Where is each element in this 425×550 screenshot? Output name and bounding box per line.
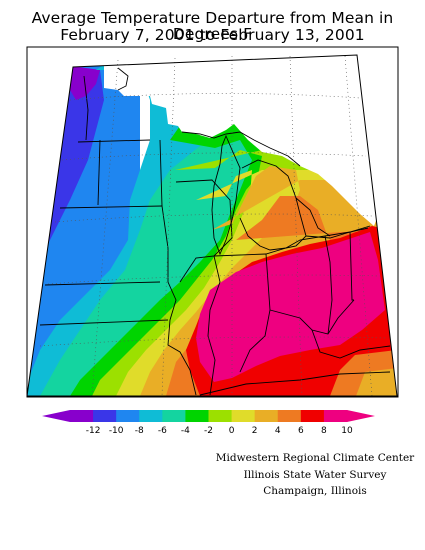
legend-tick-label: 6 (298, 426, 304, 436)
legend-swatch (139, 410, 163, 422)
credit-line-1: Midwestern Regional Climate Center (215, 452, 415, 464)
map-title-line-2: February 7, 2001 to February 13, 2001 (60, 26, 365, 44)
legend-swatch (277, 410, 302, 422)
legend-swatch (116, 410, 140, 422)
legend-swatch (162, 410, 186, 422)
zone-4-southeast (356, 368, 397, 396)
legend-swatch (70, 410, 94, 422)
legend-tick-label: 2 (252, 426, 258, 436)
legend-arrow-left (42, 410, 70, 422)
legend-swatch (254, 410, 279, 422)
boundary-lines (39, 67, 391, 396)
legend-swatch (300, 410, 325, 422)
legend-tick-label: 4 (275, 426, 281, 436)
legend-tick-label: -4 (181, 426, 190, 436)
legend-swatch (231, 410, 256, 422)
legend-arrow-right (347, 410, 375, 422)
legend-swatch (323, 410, 348, 422)
legend-tick-label: 8 (321, 426, 327, 436)
credit-line-3: Champaign, Illinois (263, 485, 367, 497)
legend-swatch (208, 410, 233, 422)
legend-tick-label: 0 (229, 426, 235, 436)
color-legend: -12 -10 -8 -6 -4 -2 0 2 4 6 8 10 (42, 410, 375, 436)
legend-tick-label: -8 (135, 426, 144, 436)
legend-tick-label: -10 (109, 426, 124, 436)
legend-tick-label: -6 (158, 426, 167, 436)
credit-line-2: Illinois State Water Survey (243, 469, 387, 481)
graticule (39, 55, 389, 397)
map-title-line-1: Average Temperature Departure from Mean … (31, 9, 394, 43)
legend-tick-label: -2 (204, 426, 213, 436)
legend-tick-label: -12 (86, 426, 101, 436)
legend-swatch (93, 410, 117, 422)
legend-swatch (185, 410, 209, 422)
zone-10 (196, 232, 385, 382)
projection-outline (26, 54, 398, 397)
legend-tick-label: 10 (341, 426, 353, 436)
contour-fill-layer (27, 55, 397, 396)
